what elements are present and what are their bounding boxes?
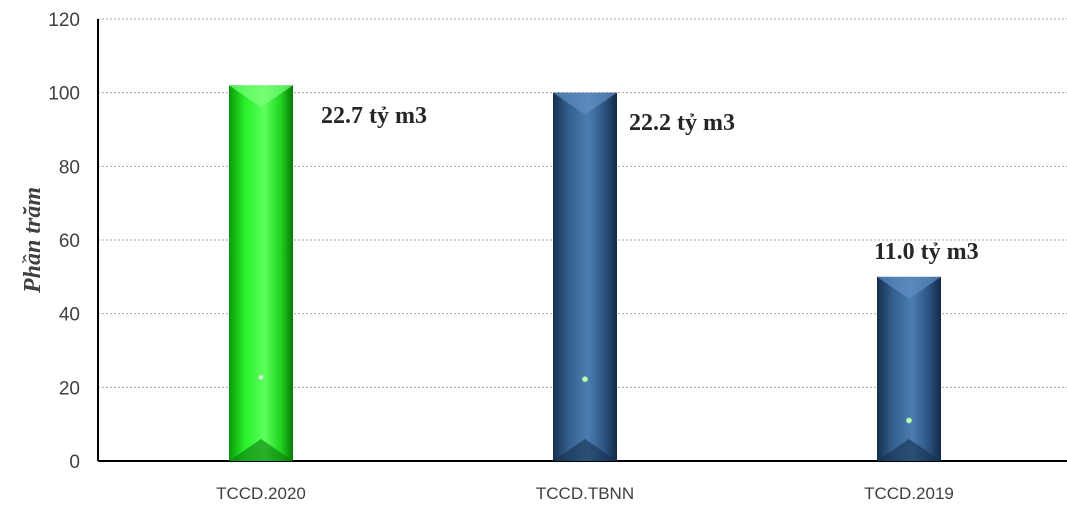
data-marker [906, 417, 912, 424]
bar-top-bevel [877, 276, 941, 299]
bar-top-bevel [229, 85, 293, 108]
y-tick-label: 80 [59, 157, 80, 178]
y-tick-label: 100 [48, 84, 80, 105]
bar-top-bevel [553, 92, 617, 115]
bar-tccd-tbnn [553, 92, 617, 462]
bar-bottom-bevel [229, 439, 293, 461]
bar [877, 276, 941, 461]
data-label: 22.7 tỷ m3 [321, 103, 427, 129]
x-tick-label: TCCD.2019 [864, 484, 954, 503]
y-tick-label: 20 [59, 378, 80, 399]
x-tick-label: TCCD.TBNN [536, 484, 634, 503]
y-tick-label: 60 [59, 231, 80, 252]
bar-tccd-2019 [877, 276, 941, 461]
bar-tccd-2020 [229, 85, 293, 462]
data-label: 22.2 tỷ m3 [629, 110, 735, 136]
x-tick-label: TCCD.2020 [216, 484, 306, 503]
y-tick-label: 0 [69, 452, 80, 473]
data-label: 11.0 tỷ m3 [874, 239, 979, 265]
bar [229, 85, 293, 462]
data-marker [582, 376, 588, 383]
bar-bottom-bevel [553, 439, 617, 461]
y-tick-label: 40 [59, 305, 80, 326]
y-axis-title: Phần trăm [20, 187, 46, 294]
bar [553, 92, 617, 462]
bar-bottom-bevel [877, 439, 941, 461]
data-marker [258, 374, 264, 381]
y-tick-label: 120 [48, 10, 80, 31]
